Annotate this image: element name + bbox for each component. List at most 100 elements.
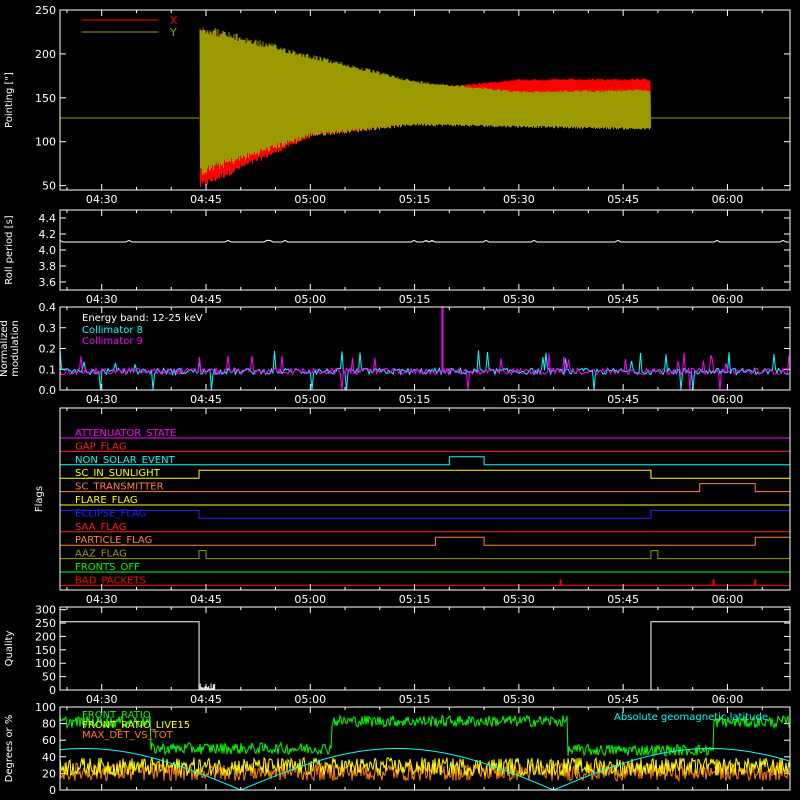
x-tick-label: 05:15 xyxy=(399,593,431,606)
y-tick-label: 3.6 xyxy=(39,276,57,289)
y-tick-label: 0 xyxy=(49,684,56,697)
geomagnetic-latitude-line xyxy=(59,747,791,791)
y-tick-label: 40 xyxy=(42,751,56,764)
x-tick-label: 05:30 xyxy=(503,693,535,706)
flag-line xyxy=(60,536,791,546)
x-tick-label: 05:45 xyxy=(607,293,639,306)
flag-label: BAD_PACKETS xyxy=(75,575,146,586)
modulation-line xyxy=(59,352,790,391)
y-axis-label: Normalized xyxy=(0,320,10,377)
x-tick-label: 06:00 xyxy=(712,593,744,606)
x-tick-label: 05:15 xyxy=(399,393,431,406)
y-tick-label: 3.8 xyxy=(39,260,57,273)
x-tick-label: 04:45 xyxy=(190,593,222,606)
flag-line xyxy=(59,509,791,519)
x-tick-label: 05:30 xyxy=(503,293,535,306)
x-tick-label: 06:00 xyxy=(712,193,744,206)
plot-frame xyxy=(59,407,791,591)
x-tick-label: 04:30 xyxy=(86,593,118,606)
flags-panel: ATTENUATOR_STATE GAP_FLAG NON_SOLAR_EVENT S… xyxy=(34,407,791,606)
y-tick-label: 4.2 xyxy=(39,228,57,241)
y-tick-label: 0 xyxy=(49,784,56,797)
legend-label: X xyxy=(170,14,178,27)
x-tick-label: 05:00 xyxy=(294,393,326,406)
y-tick-label: 150 xyxy=(35,92,56,105)
flag-label: FLARE_FLAG xyxy=(75,495,138,506)
flag-label: SC_TRANSMITTER xyxy=(75,482,164,493)
y-tick-label: 50 xyxy=(42,180,56,193)
legend-label: FRONT_RATIO_LIVE15 xyxy=(82,720,190,731)
x-tick-label: 04:30 xyxy=(86,693,118,706)
y-tick-label: 250 xyxy=(35,617,56,630)
x-tick-label: 05:45 xyxy=(607,693,639,706)
y-tick-label: 0.3 xyxy=(39,322,57,335)
y-tick-label: 4.0 xyxy=(39,244,57,257)
x-tick-label: 04:30 xyxy=(86,393,118,406)
y-axis-label: Flags xyxy=(34,486,45,512)
y-tick-label: 200 xyxy=(35,630,56,643)
y-axis-label: Roll period [s] xyxy=(4,215,15,284)
y-tick-label: 0.1 xyxy=(39,363,57,376)
ancillary-panel: 0 20 40 60 80 100 Degrees or % FRONT_RATIOFRONT… xyxy=(4,701,791,797)
x-tick-label: 04:45 xyxy=(190,393,222,406)
x-tick-label: 05:45 xyxy=(607,193,639,206)
flag-label: ATTENUATOR_STATE xyxy=(75,428,176,439)
flag-line xyxy=(60,456,790,466)
y-tick-label: 50 xyxy=(42,671,56,684)
legend-label: Absolute geomagnetic latitude xyxy=(614,712,768,723)
flag-line xyxy=(60,469,790,479)
y-tick-label: 300 xyxy=(35,604,56,617)
y-axis-label: Quality xyxy=(4,631,15,667)
flag-label: AAZ_FLAG xyxy=(75,549,127,560)
x-tick-label: 05:45 xyxy=(607,393,639,406)
legend-label: FRONT_RATIO xyxy=(82,710,151,721)
plot-frame xyxy=(59,606,791,691)
x-tick-label: 04:30 xyxy=(86,193,118,206)
pointing-panel: 50 100 150 200 250 Pointing ["] XY 04:30 04:45 05… xyxy=(4,4,791,206)
legend-label: Collimator 9 xyxy=(82,336,143,347)
plot-frame xyxy=(59,706,791,791)
x-tick-label: 06:00 xyxy=(712,693,744,706)
plot-frame xyxy=(59,209,791,291)
y-tick-label: 80 xyxy=(42,718,56,731)
y-axis-label: Degrees or % xyxy=(4,715,15,783)
y-tick-label: 0.4 xyxy=(39,301,57,314)
y-series-line xyxy=(199,27,651,176)
x-tick-label: 05:15 xyxy=(399,193,431,206)
flag-label: PARTICLE_FLAG xyxy=(75,535,152,546)
x-tick-label: 05:15 xyxy=(399,693,431,706)
roll-period-line xyxy=(59,239,789,243)
x-tick-label: 05:30 xyxy=(503,393,535,406)
flag-label: ECLIPSE_FLAG xyxy=(75,508,146,519)
y-tick-label: 0.0 xyxy=(39,384,57,397)
x-tick-label: 05:00 xyxy=(294,593,326,606)
x-tick-label: 06:00 xyxy=(712,293,744,306)
flag-line xyxy=(60,550,790,560)
y-tick-label: 100 xyxy=(35,136,56,149)
flag-label: SAA_FLAG xyxy=(75,522,126,533)
plot-frame xyxy=(59,306,791,391)
roll-period-panel: 3.6 3.8 4.0 4.2 4.4 Roll period [s] 04:30 04:45… xyxy=(4,209,791,306)
modulation-panel: 0.0 0.1 0.2 0.3 0.4 Normalized modulation Energ… xyxy=(0,301,791,406)
flag-label: GAP_FLAG xyxy=(75,441,127,452)
x-tick-label: 04:30 xyxy=(86,293,118,306)
legend-label: Collimator 8 xyxy=(82,325,143,336)
y-axis-label: modulation xyxy=(10,320,21,377)
x-tick-label: 05:00 xyxy=(294,193,326,206)
flag-label: SC_IN_SUNLIGHT xyxy=(75,468,161,479)
y-tick-label: 60 xyxy=(42,734,56,747)
legend-label: Y xyxy=(169,26,177,39)
x-tick-label: 05:00 xyxy=(294,293,326,306)
y-tick-label: 200 xyxy=(35,48,56,61)
y-tick-label: 150 xyxy=(35,644,56,657)
x-tick-label: 05:00 xyxy=(294,693,326,706)
y-tick-label: 0.2 xyxy=(39,343,57,356)
x-tick-label: 05:30 xyxy=(503,593,535,606)
x-tick-label: 05:30 xyxy=(503,193,535,206)
y-tick-label: 4.4 xyxy=(39,212,57,225)
x-tick-label: 04:45 xyxy=(190,693,222,706)
flag-label: NON_SOLAR_EVENT xyxy=(75,455,176,466)
y-tick-label: 250 xyxy=(35,4,56,17)
legend-label: MAX_DET_VS_TOT xyxy=(82,730,174,741)
